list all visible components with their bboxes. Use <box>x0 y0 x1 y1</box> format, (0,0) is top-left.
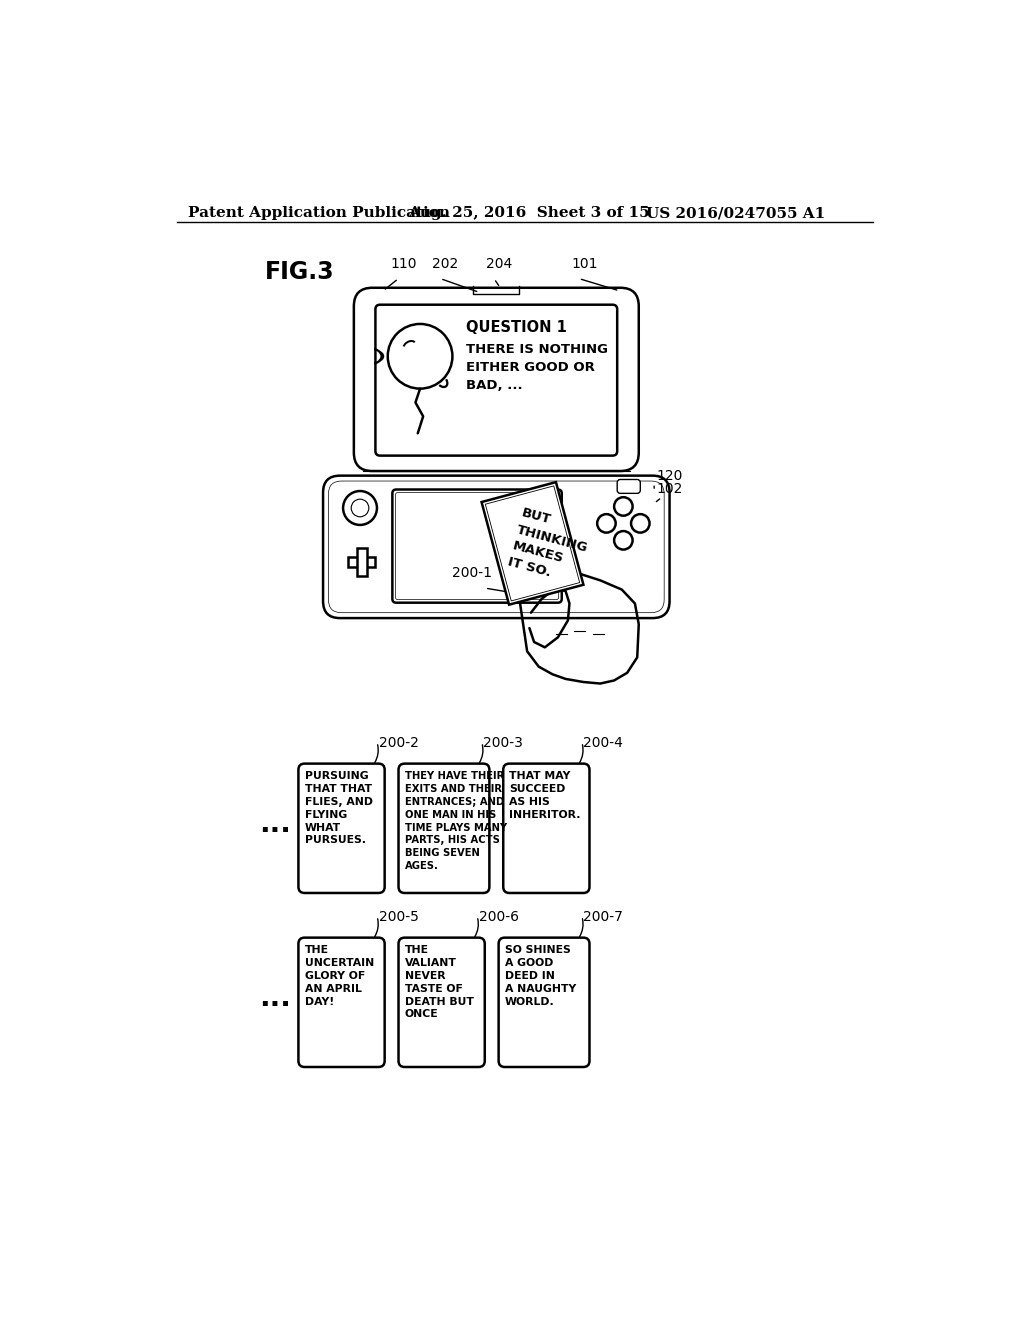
Text: ...: ... <box>259 985 291 1012</box>
Text: QUESTION 1: QUESTION 1 <box>466 321 567 335</box>
Polygon shape <box>481 482 584 605</box>
FancyBboxPatch shape <box>323 475 670 618</box>
Text: 200-3: 200-3 <box>483 735 523 750</box>
Text: THEY HAVE THEIR
EXITS AND THEIR
ENTRANCES; AND
ONE MAN IN HIS
TIME PLAYS MANY
PA: THEY HAVE THEIR EXITS AND THEIR ENTRANCE… <box>404 771 507 871</box>
Text: 200-7: 200-7 <box>584 909 624 924</box>
Text: THE
VALIANT
NEVER
TASTE OF
DEATH BUT
ONCE: THE VALIANT NEVER TASTE OF DEATH BUT ONC… <box>404 945 473 1019</box>
Text: SO SHINES
A GOOD
DEED IN
A NAUGHTY
WORLD.: SO SHINES A GOOD DEED IN A NAUGHTY WORLD… <box>505 945 577 1007</box>
Text: 200-4: 200-4 <box>584 735 624 750</box>
Text: 120: 120 <box>656 470 683 483</box>
Bar <box>348 557 376 566</box>
Text: BUT
THINKING
MAKES
IT SO.: BUT THINKING MAKES IT SO. <box>507 507 594 587</box>
Text: 200-5: 200-5 <box>379 909 419 924</box>
Text: 110: 110 <box>391 257 418 271</box>
Text: THE
UNCERTAIN
GLORY OF
AN APRIL
DAY!: THE UNCERTAIN GLORY OF AN APRIL DAY! <box>304 945 374 1007</box>
Text: 200-1: 200-1 <box>453 566 493 581</box>
FancyBboxPatch shape <box>392 490 562 603</box>
Text: 101: 101 <box>571 257 597 271</box>
Text: 202: 202 <box>432 257 459 271</box>
FancyBboxPatch shape <box>298 763 385 892</box>
FancyBboxPatch shape <box>499 937 590 1067</box>
Text: 204: 204 <box>486 257 513 271</box>
FancyBboxPatch shape <box>398 937 484 1067</box>
Text: FIG.3: FIG.3 <box>265 260 335 284</box>
Text: Aug. 25, 2016  Sheet 3 of 15: Aug. 25, 2016 Sheet 3 of 15 <box>408 206 649 220</box>
Text: 200-6: 200-6 <box>478 909 518 924</box>
Text: THERE IS NOTHING
EITHER GOOD OR
BAD, ...: THERE IS NOTHING EITHER GOOD OR BAD, ... <box>466 343 608 392</box>
FancyBboxPatch shape <box>298 937 385 1067</box>
Text: ...: ... <box>259 810 291 838</box>
FancyBboxPatch shape <box>617 479 640 494</box>
FancyBboxPatch shape <box>503 763 590 892</box>
FancyBboxPatch shape <box>398 763 489 892</box>
FancyBboxPatch shape <box>376 305 617 455</box>
Text: PURSUING
THAT THAT
FLIES, AND
FLYING
WHAT
PURSUES.: PURSUING THAT THAT FLIES, AND FLYING WHA… <box>304 771 373 845</box>
Text: 200-2: 200-2 <box>379 735 419 750</box>
Text: US 2016/0247055 A1: US 2016/0247055 A1 <box>646 206 825 220</box>
Text: Patent Application Publication: Patent Application Publication <box>188 206 451 220</box>
Text: THAT MAY
SUCCEED
AS HIS
INHERITOR.: THAT MAY SUCCEED AS HIS INHERITOR. <box>509 771 581 820</box>
Text: 102: 102 <box>656 482 683 496</box>
FancyBboxPatch shape <box>354 288 639 471</box>
Bar <box>356 548 367 576</box>
